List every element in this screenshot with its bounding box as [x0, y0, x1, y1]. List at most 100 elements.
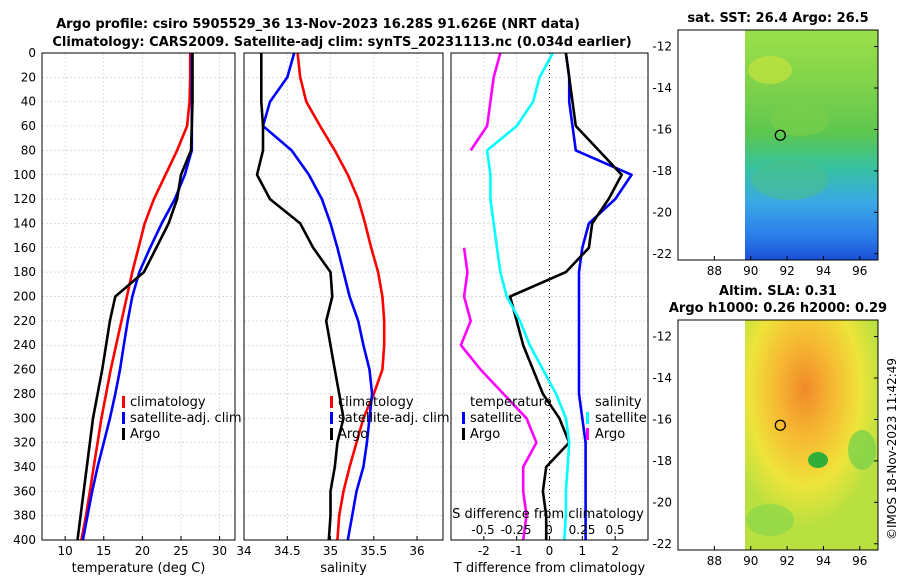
x-tick-label: 34.5 [274, 544, 301, 558]
series-line-temperature-argo [508, 52, 623, 540]
depth-tick-label: 280 [13, 387, 36, 401]
map-x-tick-label: 92 [779, 554, 794, 568]
sla-axes: 88 90 92 94 96 -12 -14 -16 -18 -20 -22 [652, 330, 878, 568]
sla-map [677, 319, 879, 551]
x-tick-label: 25 [173, 544, 188, 558]
map-x-tick-label: 94 [816, 554, 831, 568]
legend-climatology: climatology [338, 395, 414, 410]
map-y-tick-label: -12 [652, 330, 672, 344]
x-tick-label: 15 [96, 544, 111, 558]
legend-sal-satellite: satellite [595, 411, 647, 426]
depth-tick-label: 0 [28, 46, 36, 60]
x-tick-label: -1 [511, 544, 523, 558]
depth-tick-label: 40 [21, 95, 36, 109]
sla-patch [848, 430, 876, 470]
legend-swatch-climatology [330, 396, 333, 408]
depth-tick-label: 180 [13, 265, 36, 279]
legend-temperature-heading: temperature [470, 395, 552, 410]
legend-swatch-sal-argo [586, 428, 589, 440]
x-tick-label: 10 [58, 544, 73, 558]
series-line-satellite-adj-clim [261, 52, 374, 541]
series-line-argo [255, 53, 345, 541]
temperature-legend: climatology satellite-adj. clim Argo [122, 395, 242, 442]
series-line-temperature-satellite [564, 52, 633, 540]
legend-swatch-temp-argo [462, 428, 465, 440]
sla-argo-marker [774, 419, 786, 431]
x-tick-label: -2 [478, 544, 490, 558]
map-y-tick-label: -14 [652, 371, 672, 385]
sla-map-title-1: Altim. SLA: 0.31 [719, 284, 837, 299]
depth-tick-label: 240 [13, 338, 36, 352]
map-x-tick-label: 90 [743, 264, 758, 278]
legend-swatch-sal-satellite [586, 412, 589, 424]
legend-satellite: satellite-adj. clim [130, 411, 242, 426]
map-x-tick-label: 90 [743, 554, 758, 568]
depth-tick-label: 140 [13, 216, 36, 230]
sst-map [677, 29, 879, 261]
s-tick: 0 [545, 523, 553, 537]
temperature-panel: 10 15 20 25 30 temperature (deg C) [41, 52, 236, 576]
map-y-tick-label: -20 [652, 205, 672, 219]
salinity-legend: climatology satellite-adj. clim Argo [330, 395, 450, 442]
map-x-tick-label: 96 [852, 554, 867, 568]
map-y-tick-label: -22 [652, 247, 672, 261]
legend-sal-argo: Argo [595, 427, 625, 442]
map-x-tick-label: 92 [779, 264, 794, 278]
x-tick-label: 35.5 [360, 544, 387, 558]
x-tick-label: 2 [611, 544, 619, 558]
plot-frame [41, 52, 236, 541]
map-y-tick-label: -18 [652, 454, 672, 468]
map-y-tick-label: -16 [652, 122, 672, 136]
sst-map-frame [677, 29, 879, 261]
depth-axis: 0 20 40 60 80 100 120 140 160 180 200 220 240 260 280 3… [13, 46, 36, 547]
depth-tick-label: 320 [13, 436, 36, 450]
map-y-tick-label: -20 [652, 495, 672, 509]
depth-tick-label: 220 [13, 314, 36, 328]
s-tick: 0.25 [569, 523, 596, 537]
map-y-tick-label: -14 [652, 81, 672, 95]
legend-swatch-climatology [122, 396, 125, 408]
legend-temp-satellite: satellite [470, 411, 522, 426]
x-tick-label: 34 [236, 544, 251, 558]
depth-tick-label: 300 [13, 411, 36, 425]
depth-tick-label: 400 [13, 533, 36, 547]
depth-tick-label: 80 [21, 143, 36, 157]
legend-argo: Argo [130, 427, 160, 442]
sst-axes: 88 90 92 94 96 -12 -14 -16 -18 -20 -22 [652, 40, 878, 278]
depth-tick-label: 20 [21, 70, 36, 84]
depth-tick-label: 200 [13, 290, 36, 304]
depth-tick-label: 340 [13, 460, 36, 474]
sst-patch [752, 160, 828, 200]
x-tick-label: 36 [409, 544, 424, 558]
sla-patch [746, 504, 794, 536]
series-line-salinity-satellite [485, 52, 571, 541]
map-y-tick-label: -12 [652, 40, 672, 54]
sst-warm-patch [748, 56, 792, 84]
legend-argo: Argo [338, 427, 368, 442]
depth-tick-label: 100 [13, 168, 36, 182]
series-line-argo [76, 53, 194, 541]
map-x-tick-label: 88 [707, 554, 722, 568]
map-x-tick-label: 96 [852, 264, 867, 278]
legend-swatch-argo [122, 428, 125, 440]
map-y-tick-label: -22 [652, 537, 672, 551]
legend-swatch-satellite [330, 412, 333, 424]
plot-frame [243, 52, 444, 541]
x-axis-label: temperature (deg C) [72, 561, 206, 576]
s-tick: 0.5 [605, 523, 624, 537]
x-axis-label: salinity [320, 561, 367, 576]
legend-temp-argo: Argo [470, 427, 500, 442]
x-axis-label: T difference from climatology [453, 561, 646, 576]
map-y-tick-label: -16 [652, 412, 672, 426]
title-line-2: Climatology: CARS2009. Satellite-adj cli… [52, 35, 631, 50]
sst-map-title: sat. SST: 26.4 Argo: 26.5 [687, 11, 868, 26]
x-tick-label: 1 [579, 544, 587, 558]
depth-tick-label: 120 [13, 192, 36, 206]
sst-argo-marker [774, 129, 786, 141]
series-line-salinity-argo [459, 52, 538, 541]
title-line-1: Argo profile: csiro 5905529_36 13-Nov-20… [56, 17, 580, 32]
x-tick-label: 30 [212, 544, 227, 558]
s-difference-ticks: -0.5 -0.25 0 0.25 0.5 [471, 523, 624, 537]
sla-low-patch [808, 452, 828, 468]
